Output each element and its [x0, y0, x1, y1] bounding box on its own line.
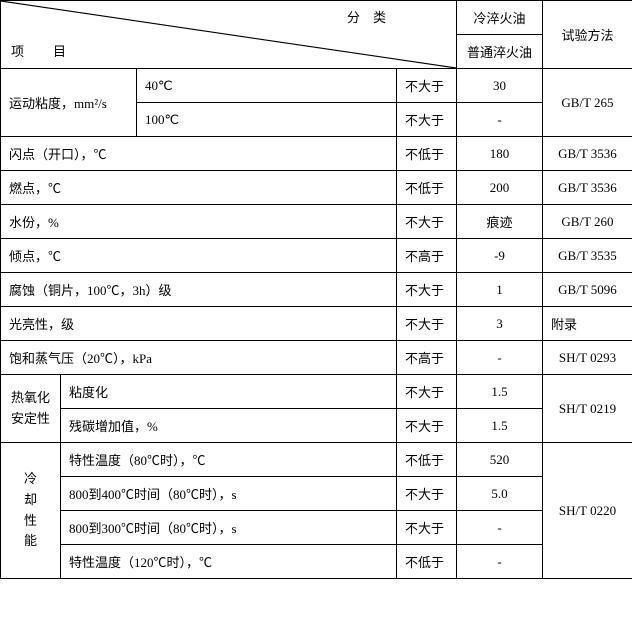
cool-r3-cond: 不大于: [397, 511, 457, 545]
fire-method: GB/T 3536: [543, 171, 632, 205]
test-method-header: 试验方法: [543, 1, 632, 69]
water-method: GB/T 260: [543, 205, 632, 239]
vapor-label: 饱和蒸气压（20℃），kPa: [1, 341, 397, 375]
flash-val: 180: [457, 137, 543, 171]
ox-r2-label: 残碳增加值，%: [61, 409, 397, 443]
vapor-cond: 不高于: [397, 341, 457, 375]
fire-label: 燃点，℃: [1, 171, 397, 205]
cool-r4-label: 特性温度（120℃时），℃: [61, 545, 397, 579]
ox-r1-label: 粘度化: [61, 375, 397, 409]
fire-val: 200: [457, 171, 543, 205]
bright-val: 3: [457, 307, 543, 341]
cool-r3-val: -: [457, 511, 543, 545]
ox-r2-cond: 不大于: [397, 409, 457, 443]
category-label: 分 类: [347, 7, 386, 26]
flash-label: 闪点（开口），℃: [1, 137, 397, 171]
cool-r1-cond: 不低于: [397, 443, 457, 477]
pour-cond: 不高于: [397, 239, 457, 273]
cold-oil-header: 冷淬火油: [457, 1, 543, 35]
ox-group: 热氧化安定性: [1, 375, 61, 443]
visc-40-val: 30: [457, 69, 543, 103]
visc-40-label: 40℃: [137, 69, 397, 103]
cool-r4-cond: 不低于: [397, 545, 457, 579]
visc-100-val: -: [457, 103, 543, 137]
corr-label: 腐蚀（铜片，100℃，3h）级: [1, 273, 397, 307]
ox-r1-val: 1.5: [457, 375, 543, 409]
item-label: 项 目: [11, 41, 74, 60]
pour-label: 倾点，℃: [1, 239, 397, 273]
water-cond: 不大于: [397, 205, 457, 239]
normal-oil-header: 普通淬火油: [457, 35, 543, 69]
spec-table: 分 类 项 目 冷淬火油 试验方法 普通淬火油 运动粘度，mm²/s 40℃ 不…: [0, 0, 632, 579]
corr-val: 1: [457, 273, 543, 307]
bright-label: 光亮性，级: [1, 307, 397, 341]
visc-method: GB/T 265: [543, 69, 632, 137]
ox-r2-val: 1.5: [457, 409, 543, 443]
cool-r1-val: 520: [457, 443, 543, 477]
cool-group: 冷却性能: [1, 443, 61, 579]
visc-label: 运动粘度，mm²/s: [1, 69, 137, 137]
vapor-method: SH/T 0293: [543, 341, 632, 375]
cool-r3-label: 800到300℃时间（80℃时），s: [61, 511, 397, 545]
header-diagonal: 分 类 项 目: [1, 1, 457, 69]
visc-100-label: 100℃: [137, 103, 397, 137]
corr-cond: 不大于: [397, 273, 457, 307]
water-label: 水份，%: [1, 205, 397, 239]
cool-r2-label: 800到400℃时间（80℃时），s: [61, 477, 397, 511]
flash-cond: 不低于: [397, 137, 457, 171]
cool-r2-val: 5.0: [457, 477, 543, 511]
vapor-val: -: [457, 341, 543, 375]
cool-r1-label: 特性温度（80℃时），℃: [61, 443, 397, 477]
visc-40-cond: 不大于: [397, 69, 457, 103]
bright-cond: 不大于: [397, 307, 457, 341]
fire-cond: 不低于: [397, 171, 457, 205]
pour-val: -9: [457, 239, 543, 273]
bright-method: 附录: [543, 307, 632, 341]
pour-method: GB/T 3535: [543, 239, 632, 273]
cool-method: SH/T 0220: [543, 443, 632, 579]
cool-r2-cond: 不大于: [397, 477, 457, 511]
flash-method: GB/T 3536: [543, 137, 632, 171]
ox-method: SH/T 0219: [543, 375, 632, 443]
cool-r4-val: -: [457, 545, 543, 579]
corr-method: GB/T 5096: [543, 273, 632, 307]
visc-100-cond: 不大于: [397, 103, 457, 137]
ox-r1-cond: 不大于: [397, 375, 457, 409]
water-val: 痕迹: [457, 205, 543, 239]
